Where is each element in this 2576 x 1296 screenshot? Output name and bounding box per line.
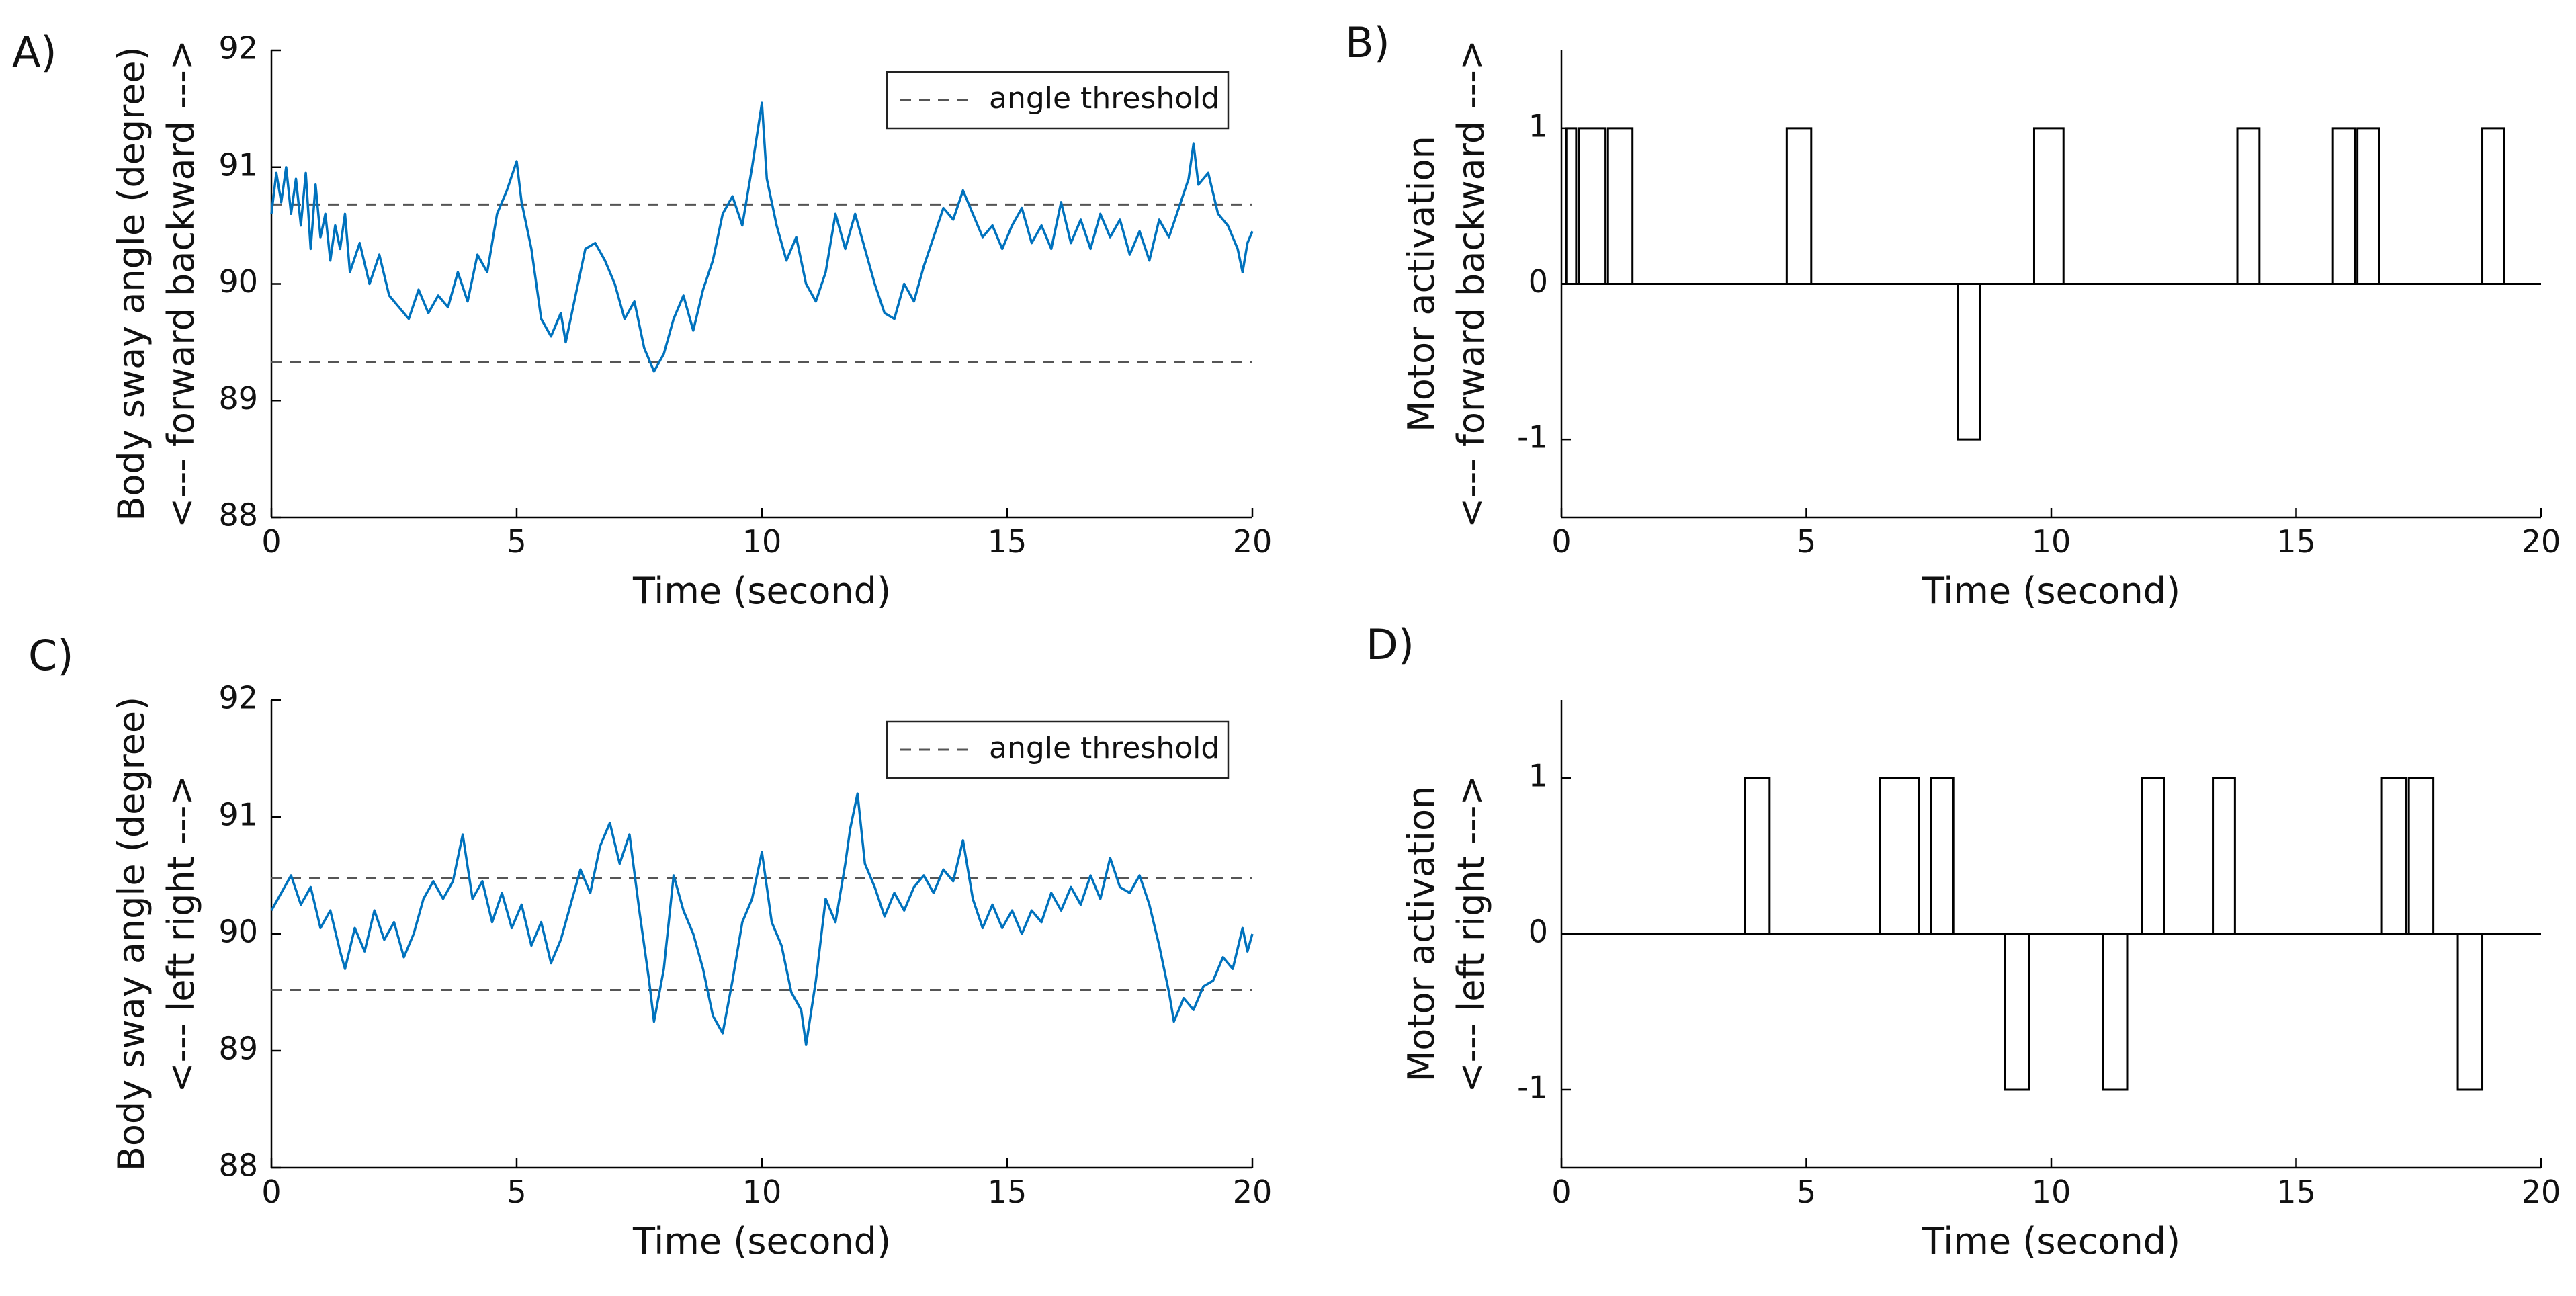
panel-a: A) 0 5 10 15 20 88 89 90 91 92 Time (second) Body sw…	[12, 28, 1272, 612]
y-tick-label: 89	[218, 1031, 258, 1067]
y-axis-label: Motor activation	[1400, 786, 1443, 1082]
activation-pulse	[2004, 934, 2030, 1091]
y-tick-label: 1	[1529, 107, 1548, 144]
activation-pulse	[1565, 127, 1578, 284]
panel-label: C)	[28, 631, 73, 680]
activation-pulse	[1785, 127, 1813, 284]
y-tick-label: 0	[1529, 263, 1548, 300]
x-tick-label: 20	[1233, 523, 1273, 560]
panel-label: A)	[12, 28, 57, 77]
y-tick-label: 91	[218, 797, 258, 833]
activation-pulse	[2380, 777, 2408, 934]
sway-angle-line	[270, 101, 1254, 373]
y-tick-label: 1	[1529, 758, 1548, 794]
y-tick-label: 0	[1529, 914, 1548, 950]
activation-pulse	[2212, 777, 2236, 934]
x-axis-label: Time (second)	[632, 570, 891, 612]
activation-pulse	[2407, 777, 2435, 934]
x-tick-label: 15	[2276, 523, 2316, 560]
activation-pulse	[2481, 127, 2505, 284]
activation-pulse	[2356, 127, 2380, 284]
activation-pulse	[2331, 127, 2356, 284]
y-tick-label: 91	[218, 146, 258, 183]
activation-pulse	[2032, 127, 2065, 284]
x-tick-label: 10	[2032, 1174, 2071, 1210]
y-tick-label: -1	[1517, 1070, 1548, 1106]
x-tick-label: 20	[2522, 1174, 2561, 1210]
x-tick-label: 10	[2032, 523, 2071, 560]
panel-b: B) 0 5 10 15 20 -1 0 1 Time (second) Motor activat…	[1345, 18, 2561, 612]
activation-pulse	[1930, 777, 1955, 934]
activation-pulse	[2456, 934, 2484, 1091]
y-axis-direction-label: <--- forward backward --->	[160, 40, 202, 528]
y-axis-label: Body sway angle (degree)	[110, 46, 153, 521]
y-tick-label: 90	[218, 914, 258, 950]
legend-label: angle threshold	[989, 731, 1219, 765]
x-axis-label: Time (second)	[632, 1220, 891, 1262]
activation-pulse	[2102, 934, 2129, 1091]
x-tick-label: 5	[1797, 1174, 1816, 1210]
activation-pulse	[1957, 284, 1981, 441]
y-tick-label: 89	[218, 380, 258, 417]
activation-pulse	[2236, 127, 2261, 284]
y-axis-direction-label: <--- forward backward --->	[1450, 40, 1492, 528]
x-tick-label: 0	[261, 523, 281, 560]
activation-pulse	[1879, 777, 1920, 934]
activation-pulse	[2141, 777, 2165, 934]
x-tick-label: 20	[2522, 523, 2561, 560]
x-tick-label: 15	[2276, 1174, 2316, 1210]
y-tick-label: 88	[218, 497, 258, 533]
x-tick-label: 15	[988, 1174, 1027, 1210]
y-tick-label: 90	[218, 263, 258, 300]
x-tick-label: 0	[1551, 523, 1571, 560]
x-tick-label: 15	[988, 523, 1027, 560]
x-axis-label: Time (second)	[1922, 570, 2180, 612]
x-tick-label: 20	[1233, 1174, 1273, 1210]
legend: angle threshold	[886, 720, 1230, 779]
y-tick-label: 92	[218, 680, 258, 716]
x-tick-label: 0	[261, 1174, 281, 1210]
panel-label: B)	[1345, 18, 1390, 67]
y-axis-direction-label: <--- left right --->	[1450, 775, 1492, 1092]
activation-pulse	[1744, 777, 1771, 934]
x-axis-label: Time (second)	[1922, 1220, 2180, 1262]
y-axis-label: Motor activation	[1400, 136, 1443, 432]
sway-angle-line	[270, 792, 1254, 1047]
y-axis-direction-label: <--- left right --->	[160, 775, 202, 1092]
panel-c: C) 0 5 10 15 20 88 89 90 91 92 Time (second) Body sw…	[28, 631, 1272, 1262]
legend: angle threshold	[886, 71, 1230, 130]
panel-label: D)	[1366, 620, 1414, 669]
activation-pulse	[1606, 127, 1634, 284]
y-tick-label: 92	[218, 30, 258, 67]
y-axis-label: Body sway angle (degree)	[110, 697, 153, 1171]
panel-d: D) 0 5 10 15 20 -1 0 1 Time (second) Motor activat…	[1366, 620, 2561, 1262]
y-tick-label: 88	[218, 1148, 258, 1184]
x-tick-label: 5	[1797, 523, 1816, 560]
x-tick-label: 5	[507, 523, 526, 560]
x-tick-label: 10	[742, 1174, 782, 1210]
x-tick-label: 10	[742, 523, 782, 560]
activation-pulse	[1578, 127, 1607, 284]
y-tick-label: -1	[1517, 419, 1548, 456]
x-tick-label: 5	[507, 1174, 526, 1210]
legend-label: angle threshold	[989, 81, 1219, 116]
x-tick-label: 0	[1551, 1174, 1571, 1210]
